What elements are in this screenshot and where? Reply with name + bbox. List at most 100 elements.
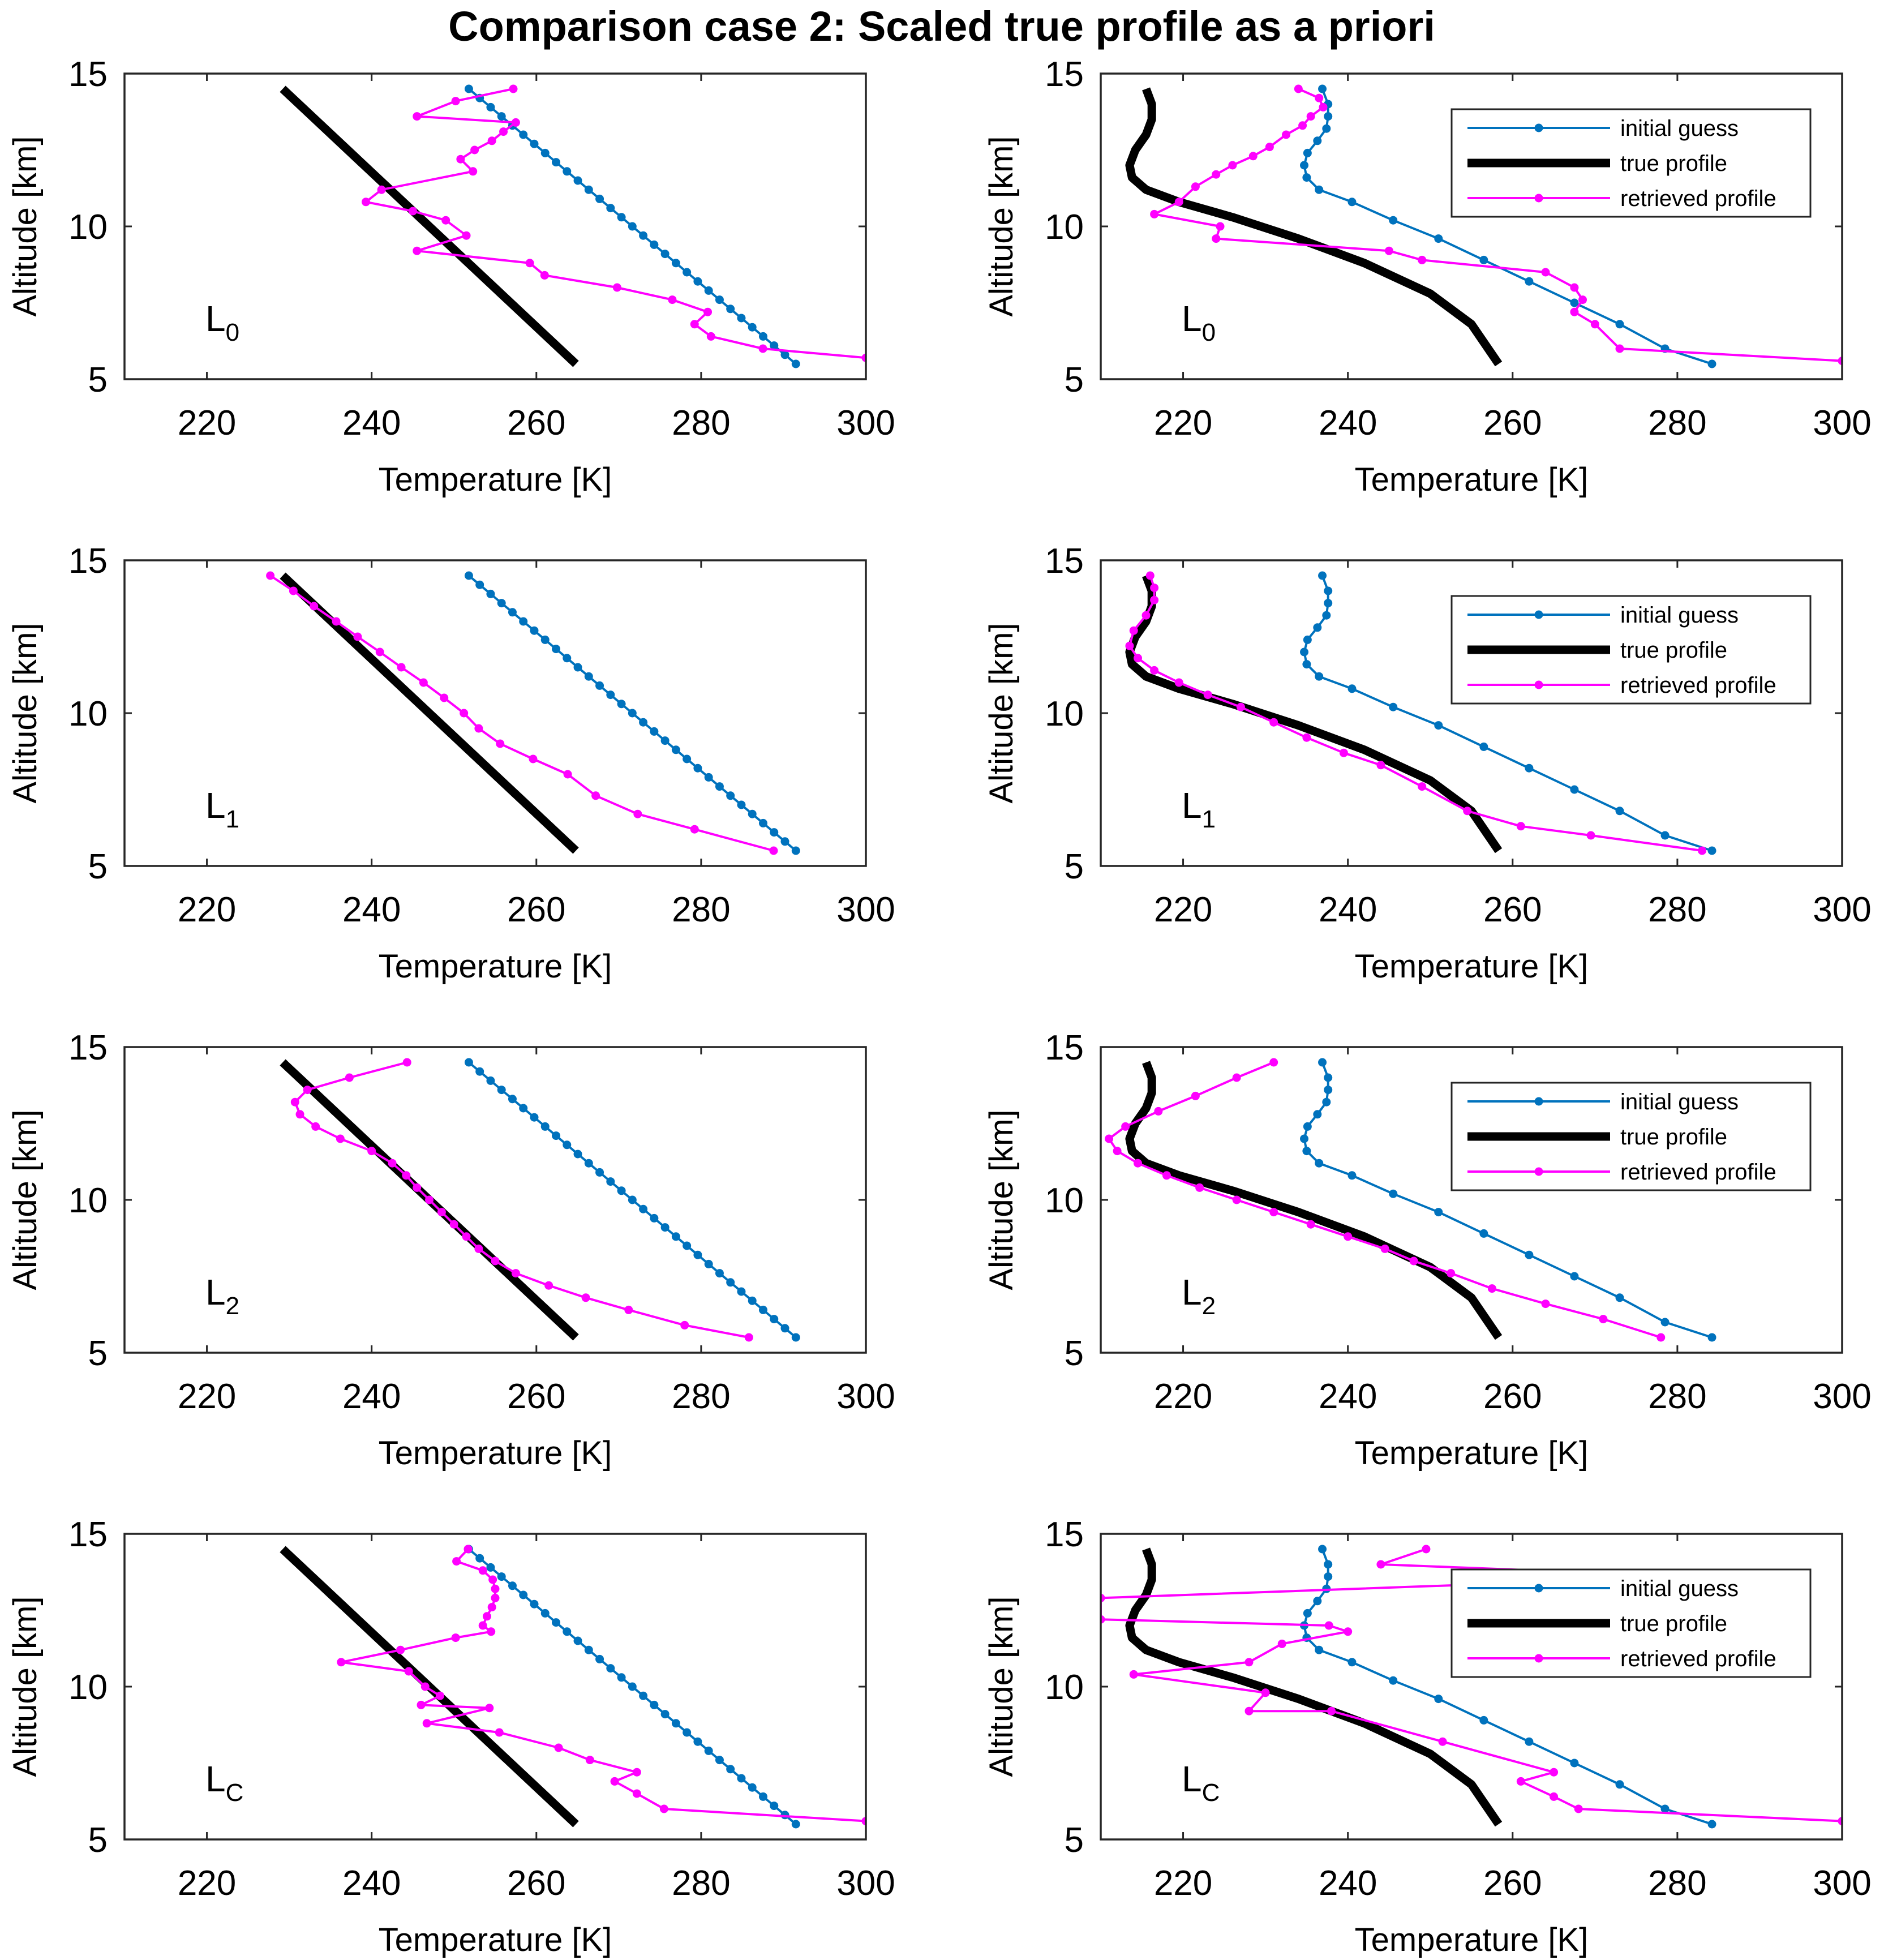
y-tick-label: 5	[88, 1821, 108, 1860]
plot-area	[125, 74, 866, 379]
initial-guess-point	[683, 754, 692, 764]
initial-guess-point	[1324, 1572, 1333, 1581]
retrieved-profile-point	[420, 1682, 430, 1691]
x-tick-label: 240	[1319, 1377, 1377, 1416]
legend-initial-marker	[1534, 610, 1543, 619]
retrieved-profile-point	[1656, 1333, 1666, 1342]
x-tick-label: 300	[1813, 1377, 1871, 1416]
retrieved-profile-point	[1216, 222, 1225, 231]
initial-guess-point	[1615, 320, 1624, 329]
initial-guess-point	[1479, 255, 1488, 264]
initial-guess-point	[475, 1554, 484, 1563]
initial-guess-point	[1434, 234, 1443, 243]
initial-guess-point	[573, 663, 582, 672]
retrieved-profile-point	[1121, 1122, 1130, 1131]
retrieved-profile-point	[1615, 344, 1624, 353]
initial-guess-point	[475, 1067, 484, 1076]
x-tick-label: 260	[507, 890, 565, 929]
retrieved-profile-point	[581, 1293, 590, 1302]
initial-guess-point	[540, 1122, 550, 1131]
retrieved-profile-point	[610, 1777, 619, 1786]
initial-guess-point	[464, 84, 473, 93]
retrieved-profile-point	[1101, 1615, 1105, 1624]
y-tick-label: 10	[1045, 1181, 1084, 1220]
x-tick-label: 280	[1648, 1864, 1706, 1903]
legend-entry-label: true profile	[1620, 638, 1727, 663]
retrieved-profile-point	[336, 1134, 345, 1143]
y-tick-label: 15	[1045, 542, 1084, 581]
x-tick-label: 240	[342, 1864, 401, 1903]
initial-guess-point	[639, 1691, 648, 1700]
x-tick-label: 280	[1648, 404, 1706, 443]
initial-guess-point	[1300, 1134, 1309, 1143]
axes-box	[1100, 559, 1843, 867]
retrieved-profile-point	[632, 1789, 641, 1798]
series-group	[266, 571, 800, 855]
retrieved-profile-point	[1269, 718, 1278, 727]
retrieved-profile-point	[499, 127, 508, 136]
initial-guess-point	[595, 194, 604, 203]
retrieved-profile-point	[441, 216, 450, 225]
retrieved-profile-point	[1418, 255, 1427, 264]
retrieved-profile-point	[396, 1645, 405, 1654]
retrieved-profile-point	[332, 617, 341, 626]
initial-guess-point	[486, 589, 495, 598]
y-tick-label: 15	[1045, 1028, 1084, 1067]
initial-guess-point	[1322, 611, 1331, 620]
initial-guess-point	[683, 268, 692, 277]
retrieved-profile-point	[1698, 846, 1707, 855]
retrieved-profile-point	[1113, 1147, 1122, 1156]
initial-guess-point	[497, 112, 506, 121]
axes-box	[1100, 72, 1843, 380]
initial-guess-point	[1322, 124, 1331, 133]
retrieved-profile-point	[404, 1667, 413, 1676]
initial-guess-point	[606, 690, 615, 700]
initial-guess-point	[1389, 1676, 1398, 1685]
initial-guess-point	[791, 846, 800, 855]
retrieved-profile-point	[659, 1804, 668, 1813]
initial-guess-point	[1434, 1208, 1443, 1217]
x-tick-label: 220	[1154, 890, 1212, 929]
legend-retrieved-marker	[1534, 1654, 1543, 1663]
retrieved-profile-point	[1541, 268, 1550, 277]
initial-guess-point	[704, 1259, 713, 1268]
initial-guess-point	[508, 608, 517, 617]
initial-guess-point	[671, 1719, 680, 1728]
retrieved-profile-point	[1376, 761, 1385, 770]
chart-panel-1: 220 240 260 280 300 5 10 15 Temperature [K] Altit…	[7, 55, 895, 498]
retrieved-profile-point	[591, 791, 600, 800]
retrieved-profile-point	[1578, 295, 1587, 304]
x-tick-label: 280	[672, 890, 730, 929]
initial-guess-point	[693, 1250, 702, 1259]
initial-guess-point	[563, 1140, 572, 1150]
initial-guess-point	[650, 240, 659, 249]
retrieved-profile-point	[462, 1232, 471, 1241]
retrieved-profile-point	[478, 1566, 487, 1575]
figure-title: Comparison case 2: Scaled true profile a…	[448, 3, 1435, 50]
initial-guess-point	[1324, 1073, 1333, 1082]
retrieved-profile-point	[1244, 1658, 1254, 1667]
initial-guess-point	[693, 1737, 702, 1746]
initial-guess-point	[1479, 1715, 1488, 1725]
initial-guess-point	[606, 204, 615, 213]
initial-guess-point	[770, 1315, 779, 1324]
retrieved-profile-point	[1516, 822, 1525, 831]
y-tick-label: 5	[88, 361, 108, 400]
retrieved-profile-point	[1327, 1706, 1336, 1715]
x-tick-label: 220	[1154, 1377, 1212, 1416]
initial-guess-point	[671, 259, 680, 268]
x-tick-label: 280	[672, 1377, 730, 1416]
initial-guess-point	[650, 727, 659, 736]
retrieved-profile-point	[1319, 102, 1328, 111]
initial-guess-point	[639, 231, 648, 240]
series-group	[1125, 571, 1716, 855]
retrieved-profile-point	[1212, 234, 1221, 243]
axes-box	[1100, 1533, 1843, 1841]
retrieved-profile-point	[1590, 320, 1599, 329]
panel-label-subscript: 2	[226, 1292, 239, 1320]
initial-guess-point	[770, 1802, 779, 1811]
initial-guess-point	[1389, 216, 1398, 225]
legend-entry-label: initial guess	[1620, 1090, 1739, 1114]
initial-guess-point	[660, 1710, 670, 1719]
